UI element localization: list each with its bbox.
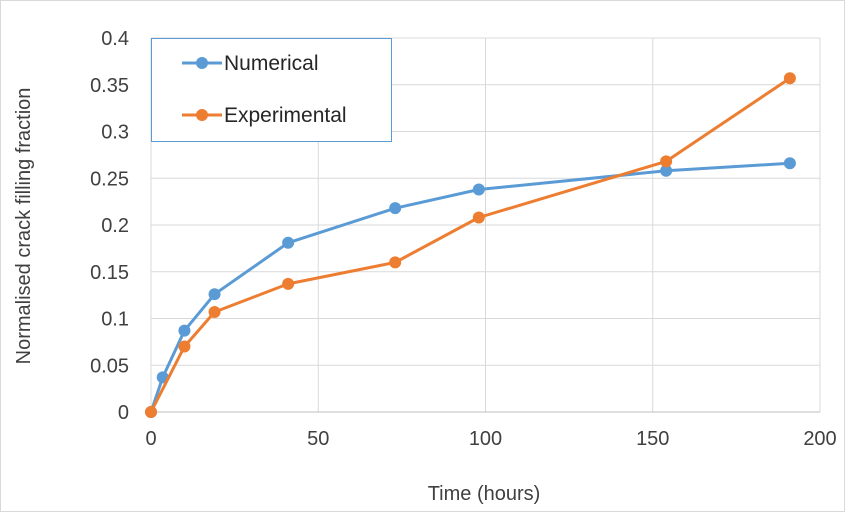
legend-label: Numerical: [224, 52, 319, 75]
y-tick-label: 0.25: [90, 168, 129, 190]
legend-item-numerical: Numerical: [182, 52, 319, 75]
experimental-data-point: [208, 305, 221, 318]
experimental-data-point: [282, 277, 295, 290]
legend-swatch-marker: [196, 57, 208, 69]
experimental-data-point: [389, 256, 402, 269]
y-tick-label: 0: [118, 402, 129, 424]
x-tick-label: 100: [469, 428, 502, 450]
experimental-data-point: [145, 406, 157, 418]
x-tick-label: 0: [145, 428, 156, 450]
y-axis-title: Normalised crack filling fraction: [13, 88, 35, 365]
numerical-data-point: [472, 183, 485, 196]
legend-swatch-marker: [196, 109, 208, 121]
legend-item-experimental: Experimental: [182, 104, 347, 127]
y-tick-label: 0.1: [101, 309, 129, 331]
experimental-data-point: [472, 211, 485, 224]
numerical-data-point: [783, 157, 796, 170]
experimental-data-point: [783, 72, 796, 85]
series-layer: [145, 72, 796, 418]
numerical-data-point: [660, 164, 673, 177]
legend-box: [151, 38, 392, 142]
numerical-data-point: [178, 324, 191, 337]
experimental-series-line: [149, 76, 791, 413]
legend: Numerical Experimental: [151, 38, 392, 142]
x-axis-title: Time (hours): [428, 483, 541, 505]
axes: 0 0.05 0.1 0.15 0.2 0.25 0.3 0.35 0.4 0 50 100 150 20…: [90, 28, 837, 450]
numerical-data-point: [389, 202, 402, 215]
x-tick-label: 150: [636, 428, 669, 450]
y-tick-label: 0.4: [101, 28, 129, 50]
y-tick-label: 0.15: [90, 262, 129, 284]
x-tick-label: 50: [307, 428, 329, 450]
experimental-data-point: [178, 340, 191, 353]
numerical-data-point: [282, 236, 295, 249]
numerical-data-point: [208, 288, 221, 301]
y-tick-label: 0.05: [90, 355, 129, 377]
y-tick-label: 0.3: [101, 122, 129, 144]
x-tick-label: 200: [803, 428, 836, 450]
y-tick-label: 0.35: [90, 75, 129, 97]
legend-label: Experimental: [224, 104, 347, 127]
y-tick-label: 0.2: [101, 215, 129, 237]
experimental-data-point: [660, 155, 673, 168]
